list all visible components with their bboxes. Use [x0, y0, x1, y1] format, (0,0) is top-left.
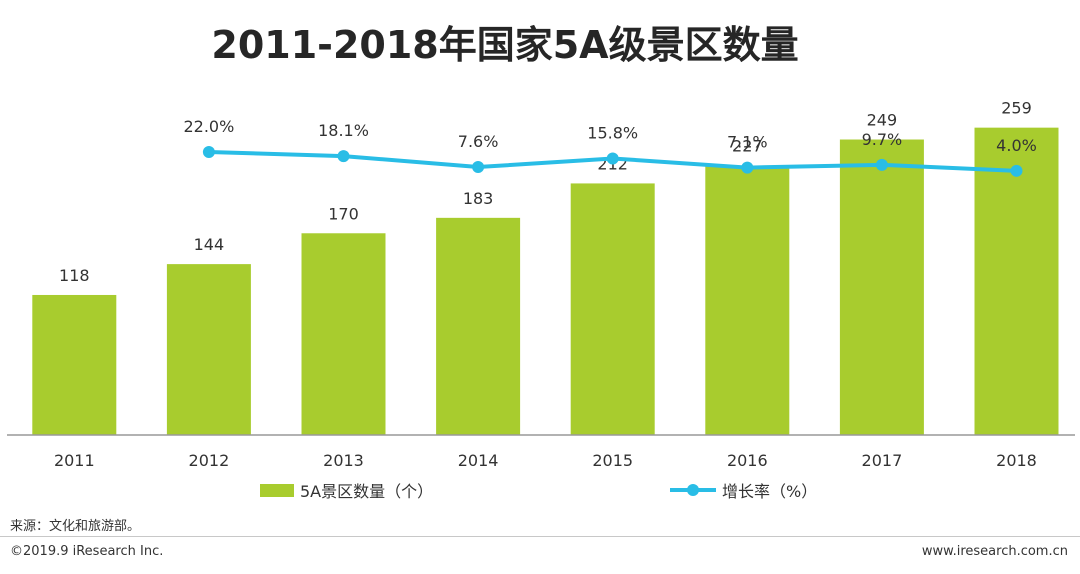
x-tick-label-2017: 2017 [862, 451, 903, 470]
x-tick-label-2016: 2016 [727, 451, 768, 470]
bar-value-label-2016: 227 [732, 137, 763, 156]
growth-label-2014: 7.6% [458, 132, 499, 151]
x-tick-label-2014: 2014 [458, 451, 499, 470]
x-tick-label-2013: 2013 [323, 451, 364, 470]
x-ticks-layer: 2011 2012 2013 2014 2015 2016 2017 2018 [54, 451, 1037, 470]
bar-2016 [705, 165, 790, 436]
bar-value-label-2018: 259 [1001, 99, 1032, 118]
legend-line-label: 增长率（%） [722, 482, 818, 501]
growth-label-2016: 7.1% [727, 133, 768, 152]
legend-line: 增长率（%） [670, 478, 817, 502]
growth-label-2018: 4.0% [996, 136, 1037, 155]
line-layer [202, 146, 1023, 177]
copyright-text: ©2019.9 iResearch Inc. [10, 544, 164, 559]
growth-point-2014 [472, 161, 485, 174]
bar-2011 [32, 294, 117, 435]
x-tick-label-2018: 2018 [996, 451, 1037, 470]
growth-label-2017: 9.7% [862, 130, 903, 149]
bar-value-label-2017: 249 [867, 111, 898, 130]
bar-value-label-2013: 170 [328, 204, 359, 223]
bar-2013 [301, 233, 386, 435]
growth-label-2015: 15.8% [587, 123, 638, 142]
growth-point-2015 [606, 152, 619, 165]
growth-point-2012 [202, 146, 215, 158]
bar-2015 [570, 183, 655, 435]
bar-2012 [166, 264, 251, 435]
growth-point-2017 [875, 158, 888, 171]
bar-value-label-2011: 118 [59, 266, 90, 285]
bar-value-label-2012: 144 [194, 235, 225, 254]
chart-title: 2011-2018年国家5A级景区数量 [211, 23, 799, 67]
growth-label-2013: 18.1% [318, 121, 369, 140]
legend-bar: 5A景区数量（个） [260, 478, 433, 502]
legend-line-swatch [670, 483, 716, 497]
website-link[interactable]: www.iresearch.com.cn [921, 544, 1068, 559]
legend-bar-label: 5A景区数量（个） [300, 482, 434, 501]
source-note: 来源：文化和旅游部。 [10, 519, 141, 534]
growth-label-2012: 22.0% [183, 117, 234, 136]
legend-bar-swatch [260, 483, 294, 497]
bar-value-label-2014: 183 [463, 189, 494, 208]
bar-2014 [436, 217, 521, 435]
x-tick-label-2015: 2015 [592, 451, 633, 470]
footer-divider [0, 536, 1080, 537]
x-tick-label-2012: 2012 [189, 451, 230, 470]
bar-2018 [974, 127, 1059, 436]
x-tick-label-2011: 2011 [54, 451, 95, 470]
growth-point-2016 [741, 161, 754, 174]
growth-point-2018 [1010, 164, 1023, 177]
line-labels-layer: 22.0% 18.1% 7.6% 15.8% 7.1% 9.7% 4.0% [183, 117, 1036, 155]
growth-point-2013 [337, 150, 350, 163]
bars-layer [32, 127, 1059, 436]
bar-2017 [839, 139, 924, 435]
